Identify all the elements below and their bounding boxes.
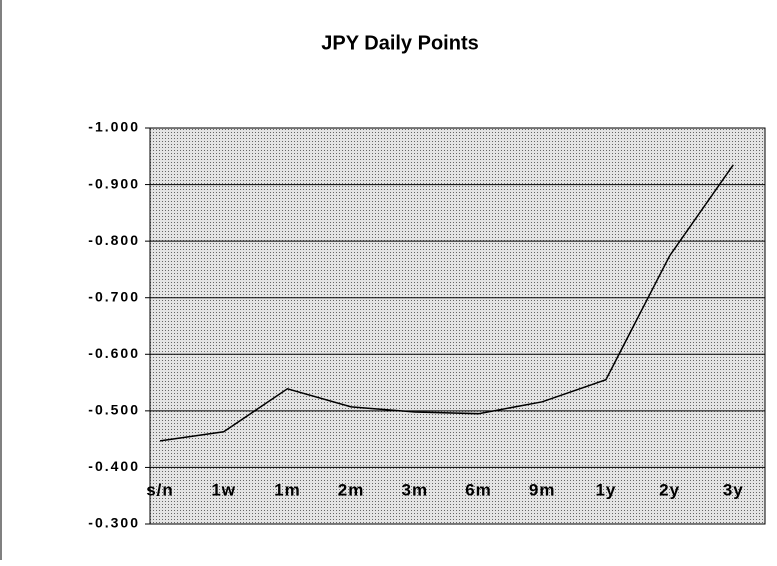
line bbox=[159, 164, 734, 442]
y-tick-label: -0.400 bbox=[88, 458, 140, 474]
y-tick-label: -0.900 bbox=[88, 175, 140, 191]
x-tick-label: 1w bbox=[211, 480, 236, 499]
x-tick-label: 3y bbox=[723, 480, 744, 499]
y-tick-label: -0.300 bbox=[88, 515, 140, 531]
y-tick-label: -0.500 bbox=[88, 402, 140, 418]
plot-area bbox=[149, 127, 766, 525]
x-tick-label: 9m bbox=[529, 480, 556, 499]
x-tick-label: 2y bbox=[659, 480, 680, 499]
y-tick-label: -0.800 bbox=[88, 232, 140, 248]
x-tick-label: 6m bbox=[465, 480, 492, 499]
x-tick-label: 1m bbox=[274, 480, 301, 499]
y-tick-label: -1.000 bbox=[88, 119, 140, 135]
x-tick-label: 2m bbox=[338, 480, 365, 499]
chart-title: JPY Daily Points bbox=[321, 32, 478, 54]
y-tick-label: -0.700 bbox=[88, 288, 140, 304]
x-tick-label: s/n bbox=[146, 480, 174, 499]
x-tick-label: 1y bbox=[595, 480, 616, 499]
x-tick-label: 3m bbox=[402, 480, 429, 499]
y-tick-label: -0.600 bbox=[88, 345, 140, 361]
